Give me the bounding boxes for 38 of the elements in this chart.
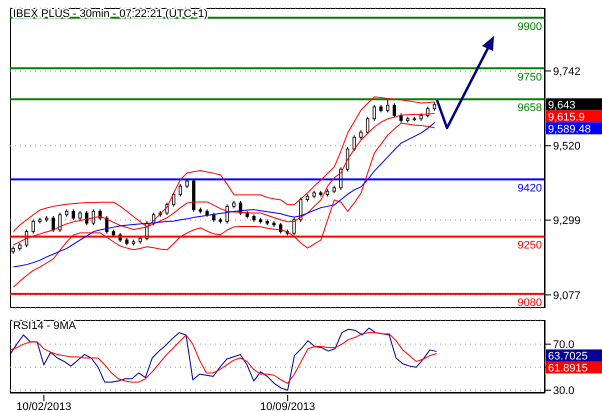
candlestick — [72, 208, 76, 221]
ref-line-label: 9658 — [518, 102, 542, 114]
y-tick-label: 9,077 — [553, 290, 581, 302]
x-tick-label: 10/02/2013 — [16, 401, 72, 411]
ref-line-label: 9250 — [518, 240, 542, 252]
ref-line-label: 9750 — [518, 71, 542, 84]
text: 9,589.48 — [548, 123, 591, 136]
chart-title: IBEX PLUS - 30min - 07:22:21 (UTC+1) — [13, 8, 208, 20]
candlestick — [386, 99, 390, 113]
text: 61.8915 — [548, 362, 588, 374]
ref-line-label: 9420 — [518, 182, 542, 194]
candlestick — [372, 104, 376, 122]
candlestick — [226, 204, 229, 224]
candlestick — [426, 106, 430, 118]
y-tick-label: 9,299 — [553, 215, 581, 228]
ref-line-label: 9080 — [518, 296, 542, 309]
candlestick — [78, 210, 82, 221]
text: 63.7025 — [548, 350, 588, 362]
candlestick — [212, 212, 216, 222]
candlestick — [352, 134, 356, 152]
y-tick-label: 9,742 — [553, 66, 581, 78]
text: 9,615.9 — [548, 111, 585, 124]
candlestick — [85, 210, 88, 226]
line-series — [10, 328, 438, 391]
candlestick — [52, 216, 55, 232]
text: 9,643 — [548, 99, 576, 112]
x-tick-label: 10/09/2013 — [260, 401, 316, 411]
candlestick — [392, 102, 396, 118]
y-tick-label: 9,520 — [553, 140, 581, 153]
candlestick — [178, 184, 182, 198]
line-series — [10, 332, 438, 384]
candlestick — [172, 192, 176, 208]
y-tick-label: 70.0 — [553, 339, 574, 352]
candlestick — [32, 218, 35, 234]
candlestick — [366, 116, 370, 135]
y-tick-label: 30.0 — [553, 385, 574, 398]
ref-line-label: 9900 — [518, 20, 542, 33]
chart-title: RSI14 - 9MA — [13, 320, 77, 332]
